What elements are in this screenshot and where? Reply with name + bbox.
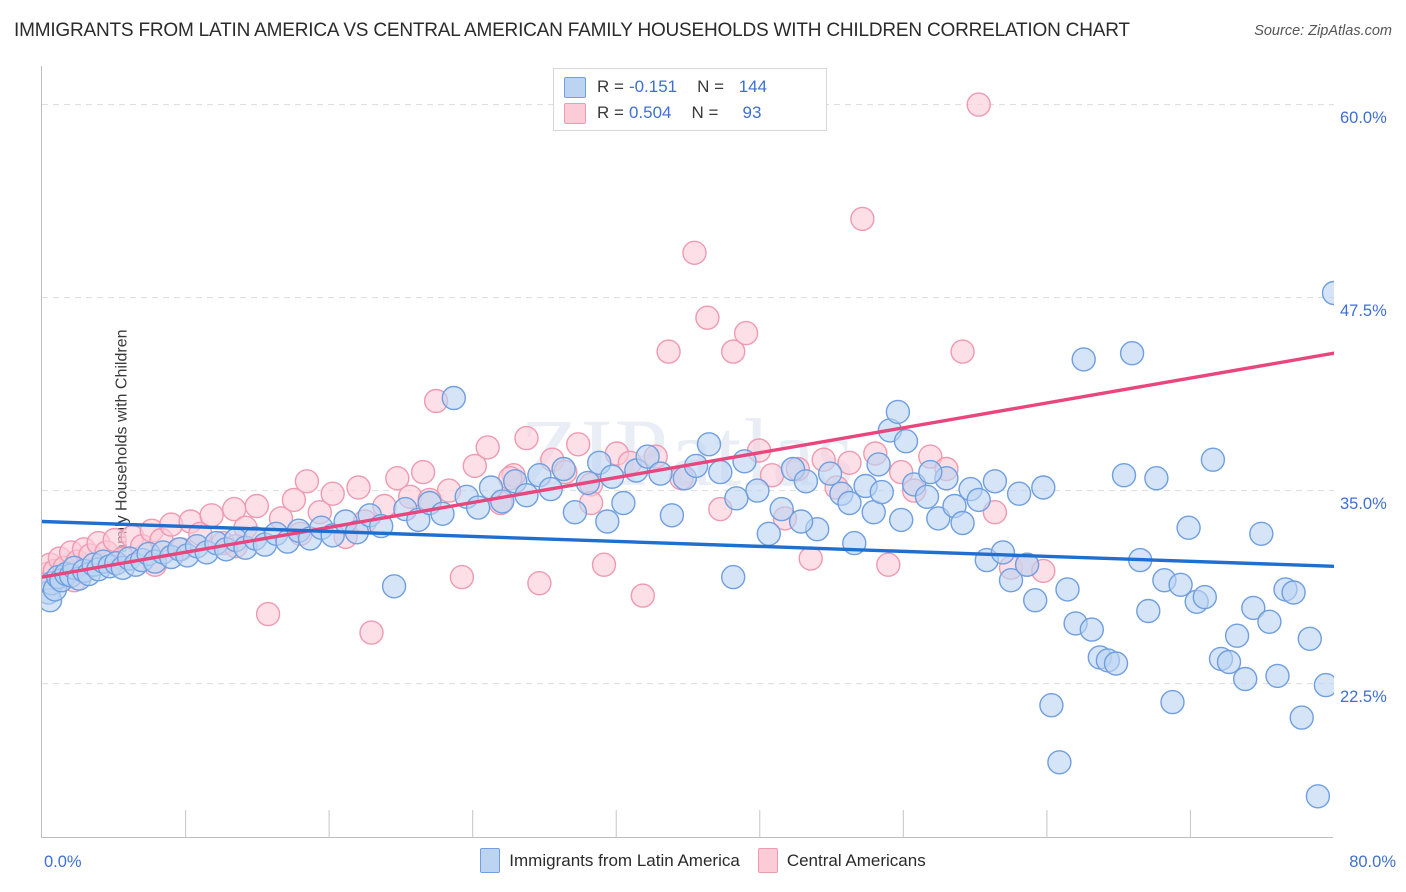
y-axis-tick-label: 47.5%: [1340, 301, 1387, 320]
stats-row-pink: R = 0.504 N = 93: [564, 100, 816, 126]
blue-legend-swatch-icon: [480, 848, 501, 873]
y-axis-tick-label: 60.0%: [1340, 108, 1387, 127]
x-axis-min-label: 0.0%: [44, 853, 82, 871]
legend-item-central-americans[interactable]: Central Americans: [757, 848, 926, 873]
y-axis-tick-label: 22.5%: [1340, 687, 1387, 706]
chart-canvas: [42, 92, 1334, 838]
y-axis-tick-label: 35.0%: [1340, 494, 1387, 513]
pink-r-label: R =: [597, 103, 624, 122]
trendline-immigrants-latin-america: [42, 519, 1334, 568]
blue-n-label: N =: [697, 77, 725, 96]
pink-series-swatch-icon: [564, 102, 586, 124]
trendline-central-americans: [42, 351, 1334, 579]
blue-n-value: 144: [738, 77, 768, 96]
blue-r-label: R =: [597, 77, 624, 96]
correlation-stats-legend: R = -0.151 N = 144 R = 0.504 N = 93: [553, 68, 827, 131]
pink-n-label: N =: [691, 103, 719, 122]
blue-legend-label: Immigrants from Latin America: [509, 850, 740, 870]
blue-r-value: -0.151: [628, 77, 678, 96]
blue-series-swatch-icon: [564, 76, 586, 98]
page-title: IMMIGRANTS FROM LATIN AMERICA VS CENTRAL…: [14, 20, 1130, 41]
x-axis-max-label: 80.0%: [1349, 853, 1396, 871]
scatter-plot-area: ZIPatlas: [41, 66, 1334, 838]
stats-row-blue: R = -0.151 N = 144: [564, 74, 816, 100]
legend-item-immigrants-latin-america[interactable]: Immigrants from Latin America: [480, 848, 740, 873]
series-legend: Immigrants from Latin America Central Am…: [0, 848, 1406, 873]
pink-n-value: 93: [742, 103, 762, 122]
source-attribution: Source: ZipAtlas.com: [1254, 23, 1392, 39]
pink-r-value: 0.504: [628, 103, 672, 122]
pink-legend-label: Central Americans: [786, 850, 926, 870]
pink-legend-swatch-icon: [757, 848, 778, 873]
